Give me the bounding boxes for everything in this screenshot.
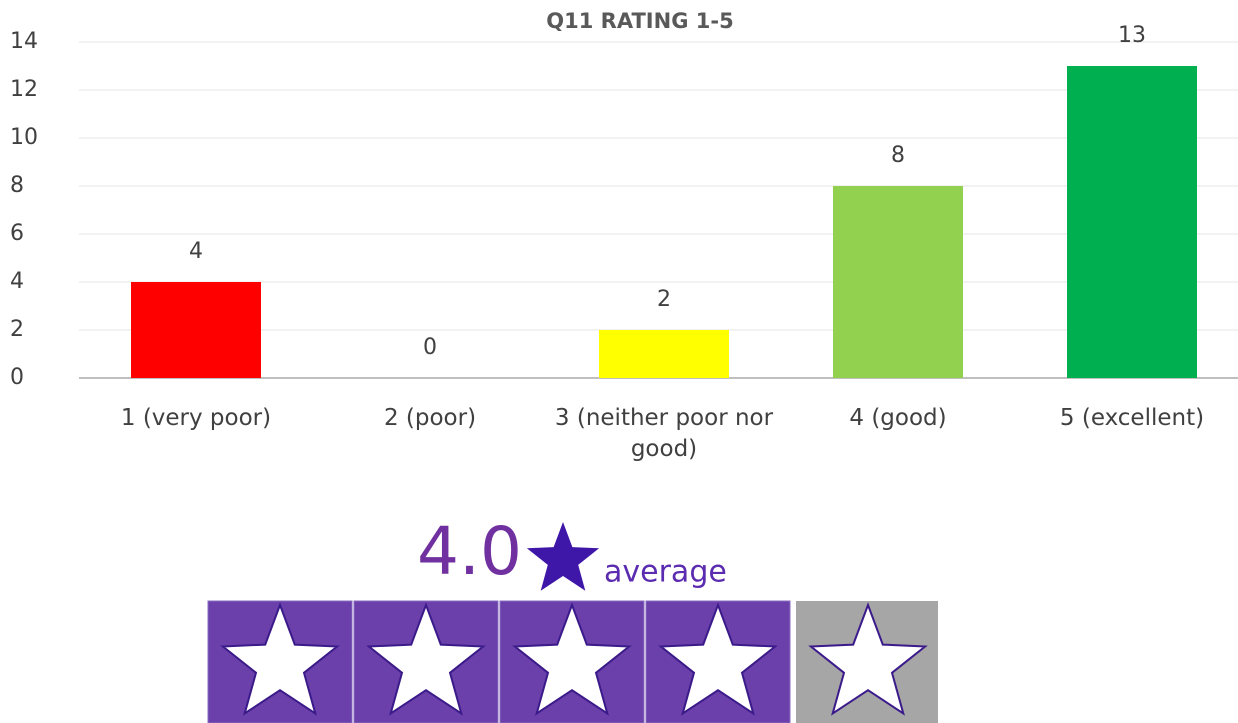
bar [1067, 66, 1197, 378]
bar [599, 330, 729, 378]
data-label: 2 [657, 287, 671, 312]
x-tick-label-box: 4 (good) [849, 405, 947, 431]
x-tick-label-box: 2 (poor) [383, 405, 477, 431]
y-tick-label: 10 [10, 125, 38, 150]
y-tick-label: 6 [10, 221, 24, 246]
x-tick-label: 3 (neither poor nor good) [554, 405, 774, 462]
y-tick-label: 4 [10, 269, 24, 294]
bar [131, 282, 261, 378]
chart-title: Q11 RATING 1-5 [546, 9, 733, 33]
star [512, 602, 632, 716]
x-tick-label-box: 3 (neither poor nor good) [554, 405, 774, 462]
data-label: 13 [1118, 23, 1146, 48]
star [366, 602, 486, 716]
rating-caption: average [604, 555, 727, 590]
x-tick-label: 2 (poor) [383, 405, 477, 431]
bar [833, 186, 963, 378]
star [658, 602, 778, 716]
x-tick-label: 4 (good) [849, 405, 947, 431]
y-tick-label: 8 [10, 173, 24, 198]
rating-icon [526, 522, 600, 591]
data-label: 4 [189, 239, 203, 264]
x-tick-label-box: 5 (excellent) [1059, 405, 1205, 431]
data-label: 8 [891, 143, 905, 168]
y-tick-label: 12 [10, 77, 38, 102]
x-tick-label: 1 (very poor) [120, 405, 272, 431]
y-tick-label: 0 [10, 365, 24, 390]
star [220, 602, 340, 716]
rating-value: 4.0 [417, 513, 522, 590]
y-tick-label: 2 [10, 317, 24, 342]
y-tick-label: 14 [10, 29, 38, 54]
x-tick-label: 5 (excellent) [1059, 405, 1205, 431]
x-tick-label-box: 1 (very poor) [120, 405, 272, 431]
data-label: 0 [423, 335, 437, 360]
star [808, 602, 928, 716]
